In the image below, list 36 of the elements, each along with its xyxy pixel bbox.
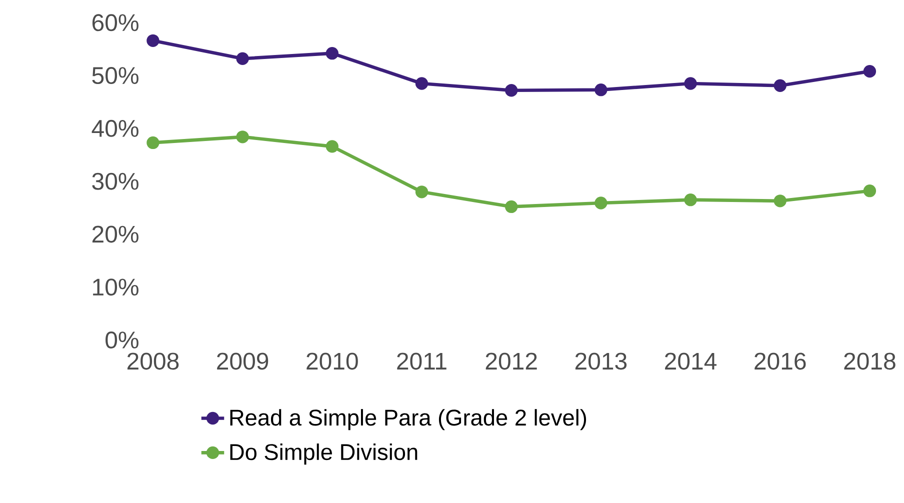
point <box>415 186 428 198</box>
point <box>594 84 608 96</box>
x-tick-label: 2018 <box>844 352 896 370</box>
point <box>505 200 518 214</box>
point <box>415 77 428 90</box>
y-tick-label: 40% <box>92 120 138 138</box>
x-tick-label: 2012 <box>486 352 537 370</box>
point <box>146 34 160 48</box>
x-tick-label: 2010 <box>306 352 358 370</box>
y-tick-label: 10% <box>93 278 138 296</box>
legend-label: Do Simple Division <box>230 444 418 465</box>
y-tick-label: 20% <box>92 226 138 243</box>
x-tick-label: 2011 <box>397 352 446 370</box>
point <box>774 79 786 92</box>
y-tick-label: 0% <box>106 332 138 349</box>
point <box>236 52 249 66</box>
point <box>863 65 876 78</box>
point <box>326 140 338 153</box>
legend-label: Read a Simple Para (Grade 2 level) <box>230 409 586 430</box>
x-tick-label: 2009 <box>217 352 268 370</box>
point <box>774 194 786 208</box>
point <box>236 130 249 144</box>
y-tick-label: 30% <box>92 172 138 190</box>
point <box>505 84 518 97</box>
point <box>146 136 160 150</box>
point <box>684 194 697 206</box>
y-tick-label: 50% <box>92 67 138 84</box>
point <box>863 184 876 198</box>
x-tick-label: 2013 <box>575 352 627 370</box>
point <box>684 77 697 90</box>
point <box>326 47 338 60</box>
y-tick-label: 60% <box>92 14 138 32</box>
x-tick-label: 2014 <box>665 352 717 370</box>
x-tick-label: 2008 <box>127 352 179 370</box>
point <box>594 196 608 210</box>
x-tick-label: 2016 <box>754 352 806 370</box>
